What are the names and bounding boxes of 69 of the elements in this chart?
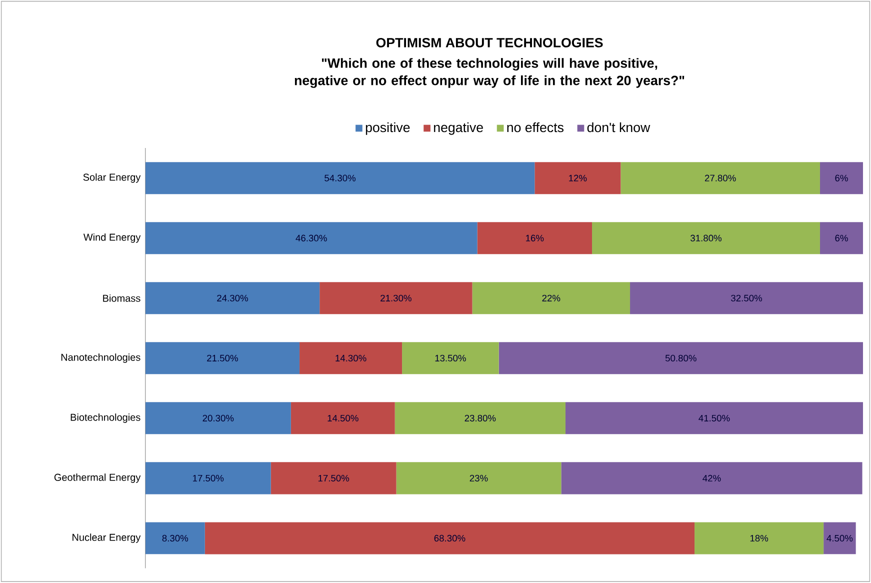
bar (145, 342, 300, 374)
bar (498, 342, 864, 374)
data-label: 23% (470, 474, 488, 482)
y-tick-label: Nanotechnologies (61, 354, 140, 363)
data-label: 21.30% (380, 294, 412, 302)
bar (820, 162, 864, 194)
data-label: 68.30% (434, 534, 466, 542)
bar (592, 222, 820, 254)
bar (145, 222, 478, 254)
bar (824, 522, 856, 554)
data-label: 6% (835, 234, 848, 242)
data-label: 54.30% (324, 174, 356, 182)
data-label: 12% (569, 174, 587, 182)
data-label: 6% (835, 174, 848, 182)
data-label: 21.50% (207, 354, 238, 362)
y-tick-label: Solar Energy (83, 173, 141, 183)
bar (534, 162, 621, 194)
y-tick-label: Nuclear Energy (72, 534, 141, 543)
bar (820, 222, 864, 254)
data-label: 17.50% (318, 474, 350, 482)
bar (145, 462, 271, 494)
legend-label: positive (366, 122, 410, 135)
data-label: 14.30% (336, 354, 366, 362)
bar (565, 402, 864, 434)
data-label: 18% (750, 534, 768, 542)
bar (320, 282, 472, 314)
data-label: 42% (702, 474, 721, 482)
bar (620, 162, 820, 194)
data-label: 50.80% (665, 354, 696, 362)
y-tick-label: Biotechnologies (70, 414, 140, 423)
data-label: 24.30% (217, 294, 248, 302)
bar (204, 522, 695, 554)
legend-label: don't know (587, 122, 650, 132)
bar (472, 282, 630, 314)
data-label: 20.30% (202, 414, 234, 422)
data-label: 17.50% (193, 474, 224, 482)
bar (145, 402, 291, 434)
bar (145, 162, 535, 194)
data-label: 13.50% (435, 354, 466, 362)
bar (300, 342, 402, 374)
bar (630, 282, 864, 314)
data-label: 8.30% (162, 534, 188, 542)
legend-label: negative (434, 122, 483, 135)
bar (396, 462, 562, 494)
bar (477, 222, 592, 254)
chart-subtitle: "Which one of these technologies will have positive, negative or no effect onpur way of life in the next 20 years?" (294, 58, 684, 88)
data-label: 31.80% (690, 234, 722, 242)
y-tick-label: Geothermal Energy (54, 474, 141, 483)
data-label: 23.80% (464, 414, 496, 422)
data-label: 14.50% (328, 414, 358, 422)
bar (402, 342, 499, 374)
bar (145, 282, 320, 314)
data-label: 22% (542, 294, 560, 302)
data-label: 4.50% (826, 534, 853, 542)
bar (270, 462, 396, 494)
data-label: 16% (526, 234, 544, 242)
y-tick-label: Biomass (103, 294, 140, 302)
bar (394, 402, 566, 434)
legend-label: no effects (507, 122, 564, 132)
bar (561, 462, 862, 494)
chart-title: OPTIMISM ABOUT TECHNOLOGIES (376, 38, 603, 48)
data-label: 32.50% (731, 294, 762, 302)
data-label: 27.80% (704, 174, 736, 182)
y-tick-label: Wind Energy (83, 233, 141, 243)
data-label: 41.50% (698, 414, 730, 422)
data-label: 46.30% (296, 234, 327, 242)
bar (290, 402, 395, 434)
bar (145, 522, 205, 554)
bar (694, 522, 824, 554)
